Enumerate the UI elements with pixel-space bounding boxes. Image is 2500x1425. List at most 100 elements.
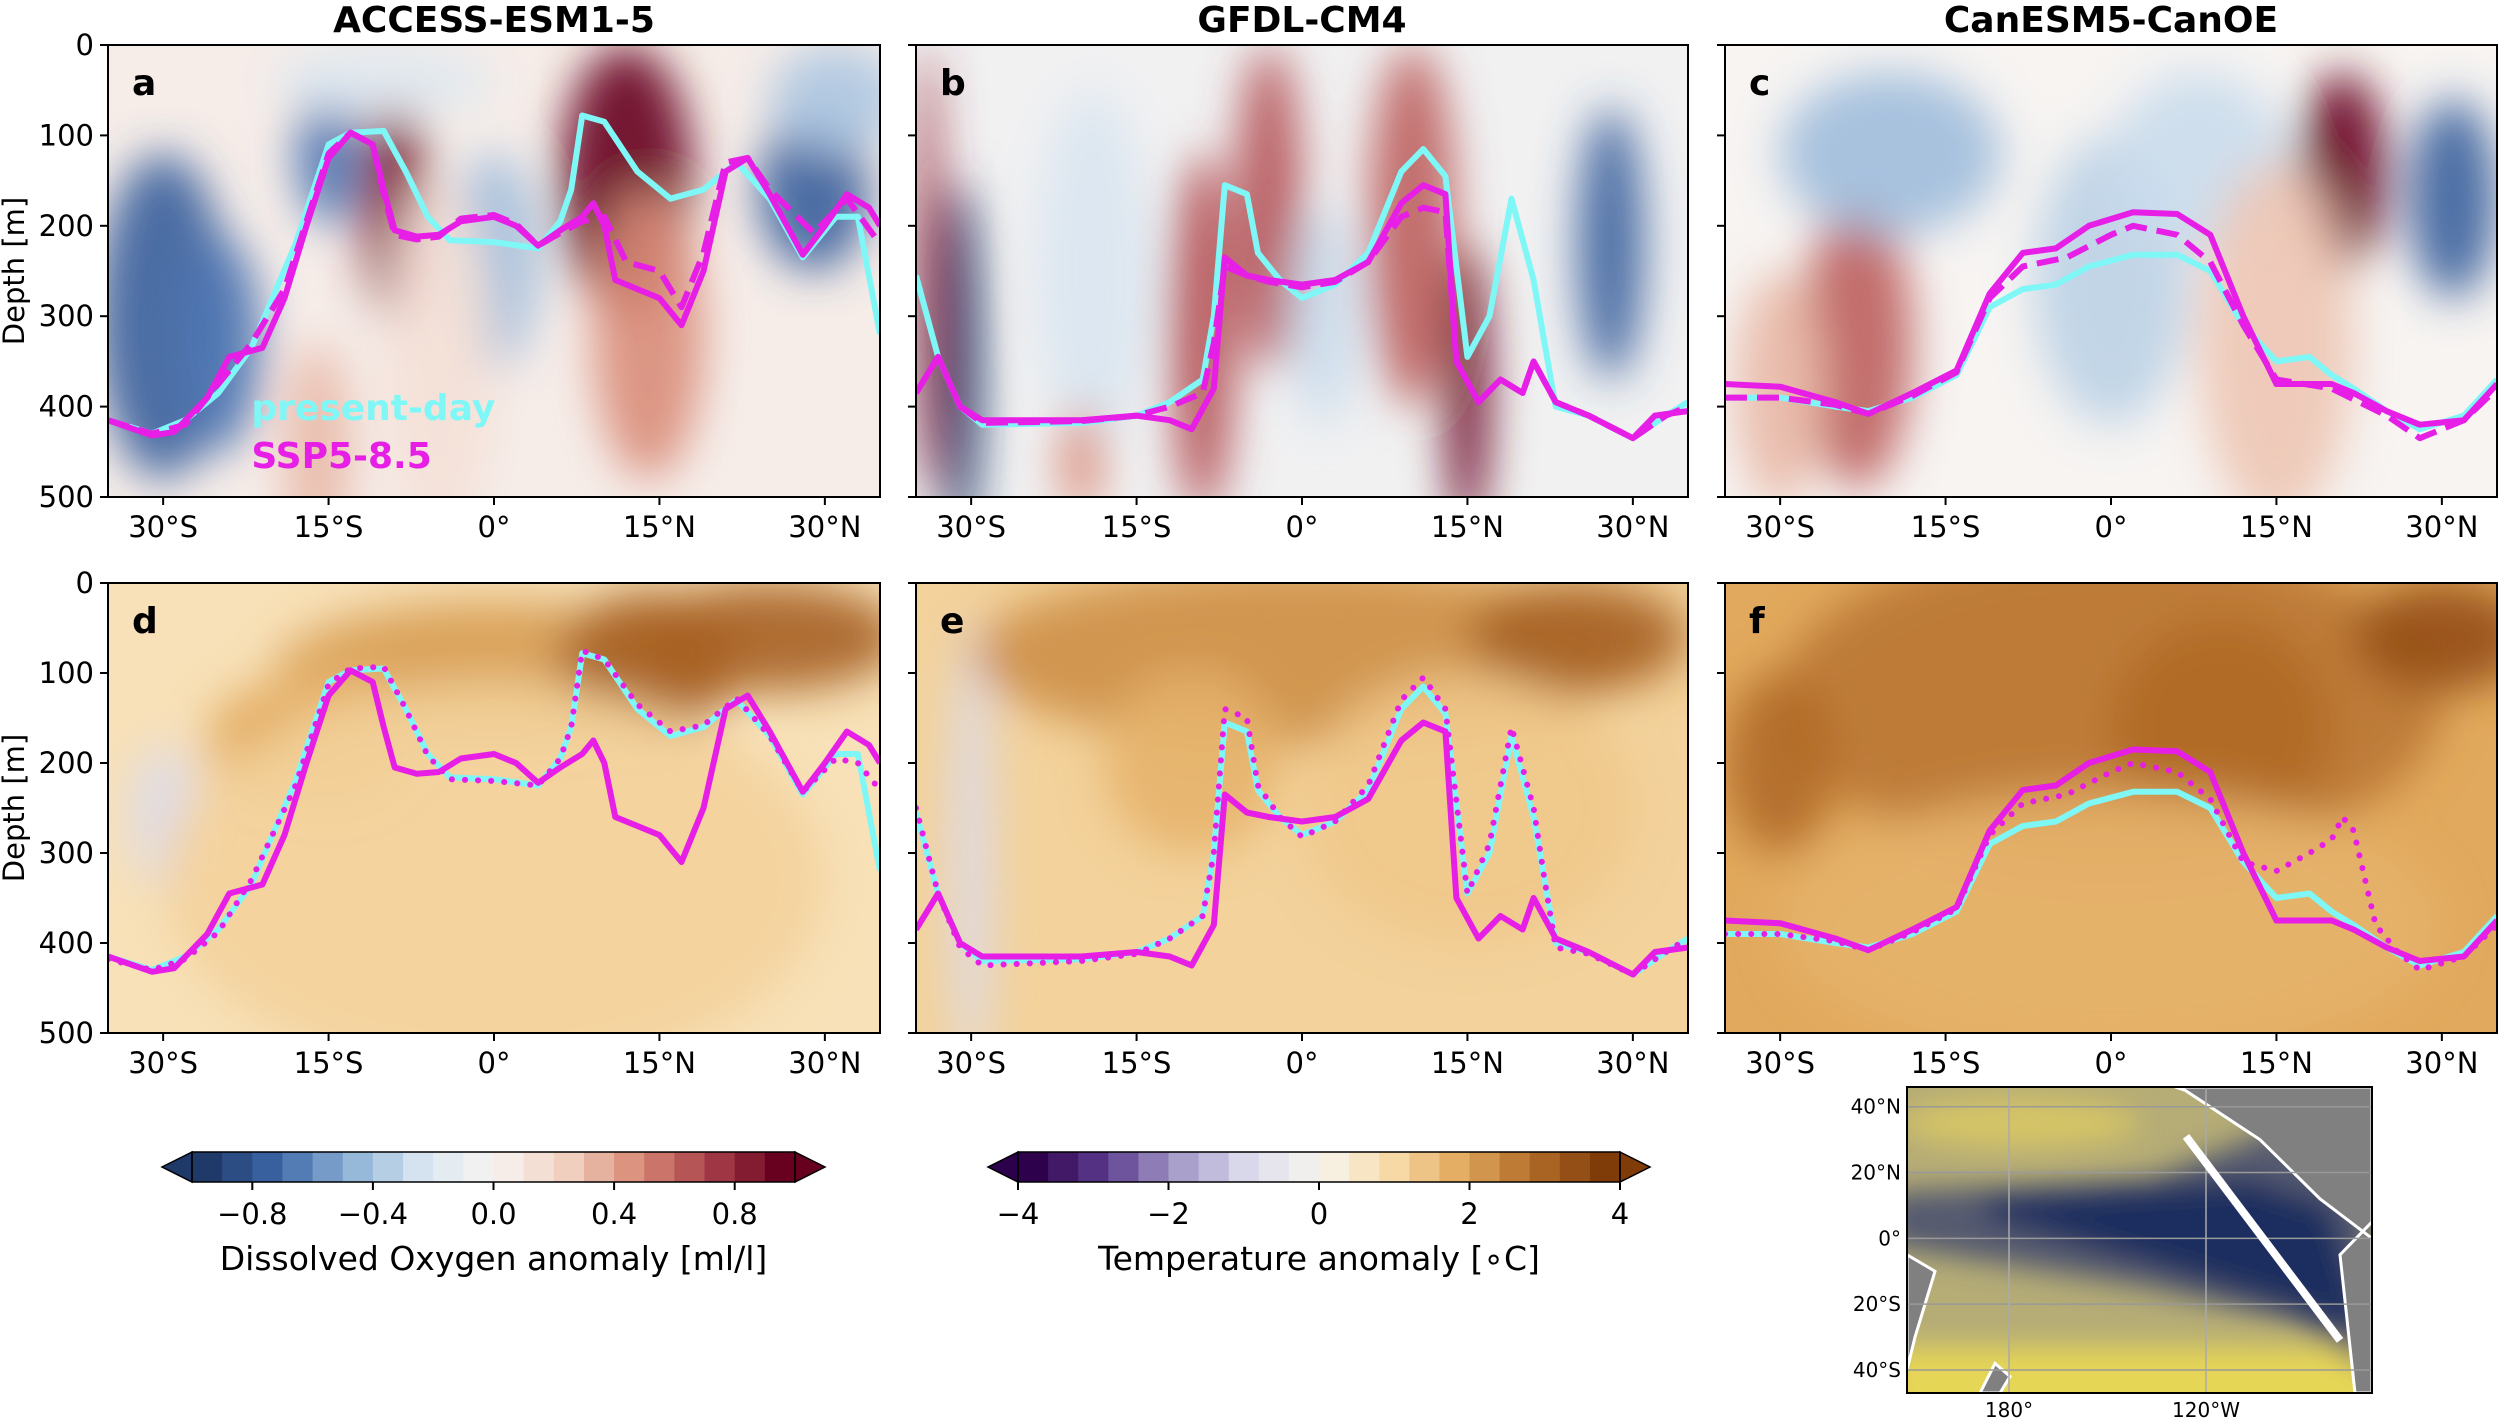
x-tick-label: 15°S bbox=[294, 1046, 364, 1080]
panel-label: f bbox=[1749, 601, 1765, 642]
colorbar-tick-label: 0.0 bbox=[470, 1197, 516, 1231]
colorbar-extend-high bbox=[1619, 1150, 1652, 1184]
contour-blob bbox=[1780, 790, 2442, 1033]
x-tick-label: 30°S bbox=[128, 510, 198, 544]
colorbar-segment bbox=[1168, 1152, 1200, 1182]
x-tick-label: 30°S bbox=[1745, 510, 1815, 544]
map-lat-label: 0° bbox=[1878, 1226, 1901, 1250]
x-tick-label: 30°N bbox=[1596, 510, 1669, 544]
inset-map: 40°N 20°N 0° 20°S 40°S 180° 120°W bbox=[1851, 1086, 2373, 1422]
y-axis-label: Depth [m] bbox=[0, 197, 31, 345]
x-tick-label: 15°N bbox=[2240, 1046, 2313, 1080]
contour-blob bbox=[1467, 583, 1688, 691]
field-blobs bbox=[130, 583, 880, 1033]
x-tick-label: 15°N bbox=[623, 1046, 696, 1080]
y-tick-label: 200 bbox=[39, 209, 94, 243]
colorbar-segment bbox=[734, 1152, 766, 1182]
contour-blob bbox=[2111, 619, 2332, 835]
x-tick-label: 30°N bbox=[2405, 510, 2478, 544]
colorbar-segment bbox=[463, 1152, 494, 1182]
series-lines bbox=[916, 674, 1688, 978]
contour-blob bbox=[174, 234, 263, 452]
x-tick-label: 30°N bbox=[1596, 1046, 1669, 1080]
colorbar-extend-low bbox=[986, 1150, 1019, 1184]
colorbar-segment bbox=[644, 1152, 675, 1182]
y-tick-label: 300 bbox=[39, 299, 94, 333]
y-tick-label: 0 bbox=[76, 566, 94, 600]
x-tick-label: 15°S bbox=[294, 510, 364, 544]
series-lines bbox=[108, 112, 880, 439]
series-lines bbox=[916, 146, 1688, 442]
map-field bbox=[1907, 1087, 2372, 1393]
colorbar-tick-label: 0.8 bbox=[712, 1197, 758, 1231]
x-tick-label: 15°S bbox=[1911, 1046, 1981, 1080]
colorbar-segment bbox=[1529, 1152, 1561, 1182]
field-blobs bbox=[949, 583, 1688, 1033]
map-high-north bbox=[1907, 1098, 2140, 1149]
colorbar-segment bbox=[764, 1152, 796, 1182]
x-tick-label: 15°N bbox=[623, 510, 696, 544]
panel-label: c bbox=[1749, 63, 1770, 104]
map-land-americas bbox=[2174, 1087, 2372, 1393]
x-tick-label: 30°S bbox=[1745, 1046, 1815, 1080]
panel-label: b bbox=[940, 63, 966, 104]
contour-blob bbox=[1290, 207, 1358, 425]
colorbar-segment bbox=[1409, 1152, 1440, 1182]
contour-blob bbox=[637, 583, 880, 691]
line-dashed-ssp5-8-5 bbox=[916, 204, 1688, 442]
colorbar-segment bbox=[1108, 1152, 1139, 1182]
line-dashed-ssp5-8-5 bbox=[108, 129, 880, 437]
contour-blob bbox=[273, 45, 494, 118]
colorbar-tick-label: −2 bbox=[1147, 1197, 1190, 1231]
colorbar-segment bbox=[1319, 1152, 1350, 1182]
y-tick-label: 200 bbox=[39, 746, 94, 780]
x-tick-label: 15°N bbox=[1431, 1046, 1504, 1080]
contour-blob bbox=[1037, 90, 1148, 452]
contour-field bbox=[916, 583, 1688, 1033]
colorbar-oxygen: −0.8 −0.4 0.0 0.4 0.8 Dissolved Oxygen anomal… bbox=[160, 1150, 827, 1278]
panel-e: e 30°S 15°S 0° 15°N 30°N bbox=[908, 582, 1689, 1080]
line-ssp5-8-5 bbox=[108, 667, 880, 975]
map-lat-label: 20°N bbox=[1851, 1161, 1901, 1185]
contour-blob bbox=[2199, 162, 2354, 497]
panel-label: e bbox=[940, 601, 964, 642]
colorbar-segment bbox=[523, 1152, 555, 1182]
colorbar-extend-low bbox=[160, 1150, 193, 1184]
map-high-south bbox=[1907, 1346, 2372, 1393]
contour-field bbox=[1725, 45, 2497, 497]
colorbar-segment bbox=[493, 1152, 525, 1182]
contour-blob bbox=[1302, 673, 1633, 943]
contour-blob bbox=[284, 343, 351, 497]
y-tick-label: 300 bbox=[39, 836, 94, 870]
x-tick-label: 30°N bbox=[788, 1046, 861, 1080]
y-tick-label: 500 bbox=[39, 480, 94, 514]
panel-d: d 0 100 200 300 400 500 Depth [m] 30°S 15°S 0° 15°N… bbox=[0, 566, 881, 1080]
series-lines bbox=[1725, 209, 2497, 442]
x-tick-label: 15°N bbox=[2240, 510, 2313, 544]
contour-blob bbox=[949, 619, 994, 1033]
series-lines bbox=[108, 647, 880, 975]
x-tick-label: 0° bbox=[2095, 1046, 2128, 1080]
y-tick-label: 500 bbox=[39, 1016, 94, 1050]
map-lat-label: 40°N bbox=[1851, 1095, 1901, 1119]
colorbar-tick-label: −4 bbox=[997, 1197, 1040, 1231]
contour-blob bbox=[1103, 673, 1280, 853]
x-tick-label: 0° bbox=[2095, 510, 2128, 544]
colorbar-tick-label: −0.4 bbox=[338, 1197, 408, 1231]
map-lat-label: 40°S bbox=[1853, 1358, 1901, 1382]
x-tick-label: 30°S bbox=[936, 510, 1006, 544]
colorbar-segment bbox=[583, 1152, 615, 1182]
contour-blob bbox=[938, 180, 983, 497]
column-title: CanESM5-CanOE bbox=[1944, 0, 2278, 41]
panel-b: b GFDL-CM4 30°S 15°S 0° 15°N 30°N bbox=[908, 0, 1689, 544]
series-lines bbox=[1725, 746, 2497, 973]
colorbar-segment bbox=[1078, 1152, 1109, 1182]
contour-blob bbox=[1445, 243, 1490, 497]
contour-blob bbox=[1725, 673, 1836, 853]
contour-blob bbox=[593, 189, 704, 479]
x-tick-label: 15°S bbox=[1911, 510, 1981, 544]
map-lon-label: 120°W bbox=[2172, 1398, 2240, 1421]
column-title: GFDL-CM4 bbox=[1197, 0, 1406, 41]
line-ssp5-8-5 bbox=[916, 719, 1688, 978]
